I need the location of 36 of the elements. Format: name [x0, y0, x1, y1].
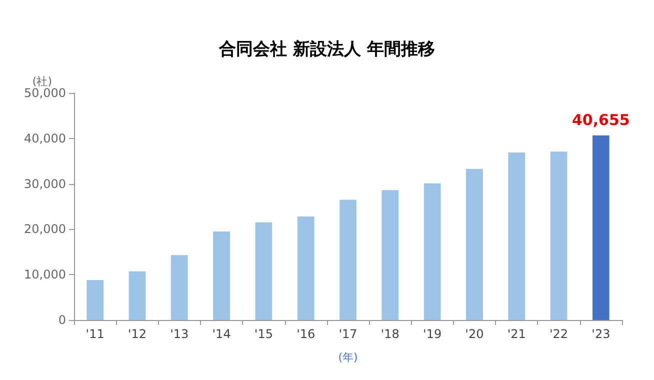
bar [213, 231, 230, 320]
bar [297, 216, 314, 320]
x-tick-label: '12 [128, 327, 147, 341]
y-tick-label: 0 [58, 313, 66, 327]
y-tick-label: 40,000 [24, 131, 66, 146]
x-axis-title: (年) [338, 351, 358, 364]
bar [86, 280, 104, 320]
x-tick-label: '19 [423, 327, 442, 341]
x-tick-label: '22 [549, 327, 568, 341]
x-tick-label: '11 [86, 327, 104, 341]
bar [255, 222, 272, 320]
bar [466, 168, 483, 320]
bar [128, 271, 146, 320]
bar [424, 183, 441, 320]
bar [592, 135, 610, 320]
bar [508, 152, 526, 320]
y-tick-label: 50,000 [24, 86, 66, 100]
x-tick-label: '13 [170, 327, 189, 341]
y-tick-label: 20,000 [24, 222, 66, 236]
chart-title: 合同会社 新設法人 年間推移 [218, 40, 435, 60]
bar [170, 255, 188, 320]
x-tick-label: '18 [380, 327, 400, 341]
y-tick-label: 10,000 [24, 268, 66, 282]
x-tick-label: '23 [592, 327, 610, 341]
data-label: 40,655 [572, 110, 630, 129]
bar [340, 200, 356, 320]
y-axis-title: (社) [32, 75, 52, 88]
x-tick-label: '16 [296, 327, 316, 341]
x-tick-label: '14 [212, 327, 231, 341]
bar [382, 190, 399, 320]
x-tick-label: '17 [338, 327, 358, 341]
y-tick-label: 30,000 [24, 176, 66, 191]
x-tick-label: '15 [254, 327, 273, 341]
bar [550, 152, 568, 320]
x-tick-label: '20 [465, 327, 484, 341]
x-tick-label: '21 [507, 327, 526, 341]
